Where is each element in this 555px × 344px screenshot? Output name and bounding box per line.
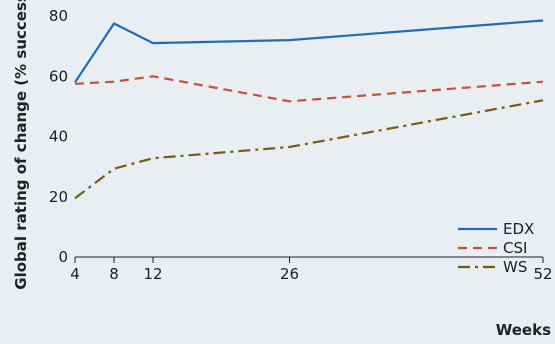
x-tick-label: 12: [143, 265, 162, 283]
y-tick-label: 80: [49, 7, 68, 25]
series-line-csi: [74, 75, 544, 103]
legend-label-ws: WS: [503, 258, 527, 276]
x-tick-label: 52: [533, 265, 552, 283]
x-axis-title: Weeks: [496, 321, 551, 339]
y-axis-ticks: 0 20 40 60 80: [49, 7, 68, 266]
legend-label-csi: CSI: [503, 239, 527, 257]
x-tick-label: 26: [280, 265, 299, 283]
y-axis-title: Global rating of change (% success): [12, 0, 30, 290]
y-tick-label: 40: [49, 128, 68, 146]
series-layer: [74, 19, 544, 200]
y-tick-label: 60: [49, 67, 68, 85]
legend-label-edx: EDX: [503, 220, 534, 238]
x-tick-label: 8: [109, 265, 119, 283]
y-tick-label: 0: [58, 248, 68, 266]
series-line-edx: [74, 19, 544, 83]
x-tick-label: 4: [70, 265, 80, 283]
series-line-ws: [74, 99, 544, 200]
x-axis-ticks: 4 8 12 26 52: [70, 257, 553, 283]
y-tick-label: 20: [49, 188, 68, 206]
